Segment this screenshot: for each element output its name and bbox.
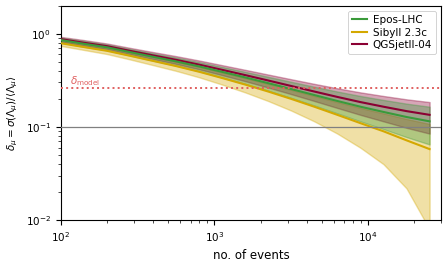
Sibyll 2.3c bbox=[288, 97, 294, 100]
Y-axis label: $\delta_\mu = \sigma(\Lambda_\mu)/\langle\Lambda_\mu\rangle$: $\delta_\mu = \sigma(\Lambda_\mu)/\langl… bbox=[5, 75, 20, 151]
Legend: Epos-LHC, Sibyll 2.3c, QGSjetII-04: Epos-LHC, Sibyll 2.3c, QGSjetII-04 bbox=[348, 11, 436, 54]
Epos-LHC bbox=[173, 60, 178, 63]
Epos-LHC bbox=[127, 50, 132, 54]
QGSjetII-04 bbox=[151, 54, 156, 57]
QGSjetII-04 bbox=[81, 41, 86, 44]
Sibyll 2.3c bbox=[427, 147, 432, 151]
Epos-LHC bbox=[242, 76, 248, 79]
Epos-LHC bbox=[266, 81, 271, 85]
Line: Sibyll 2.3c: Sibyll 2.3c bbox=[61, 43, 430, 149]
Line: Epos-LHC: Epos-LHC bbox=[61, 40, 430, 121]
QGSjetII-04 bbox=[288, 84, 294, 88]
Sibyll 2.3c bbox=[104, 49, 110, 53]
Epos-LHC bbox=[427, 120, 432, 123]
QGSjetII-04 bbox=[242, 73, 248, 77]
QGSjetII-04 bbox=[266, 79, 271, 82]
QGSjetII-04 bbox=[427, 113, 432, 117]
Sibyll 2.3c bbox=[404, 139, 409, 142]
Sibyll 2.3c bbox=[58, 42, 63, 45]
QGSjetII-04 bbox=[104, 44, 110, 48]
QGSjetII-04 bbox=[404, 110, 409, 113]
Epos-LHC bbox=[197, 65, 202, 68]
Sibyll 2.3c bbox=[81, 45, 86, 49]
Sibyll 2.3c bbox=[173, 64, 178, 68]
Epos-LHC bbox=[151, 55, 156, 58]
QGSjetII-04 bbox=[381, 105, 386, 108]
QGSjetII-04 bbox=[127, 49, 132, 53]
Epos-LHC bbox=[81, 42, 86, 45]
QGSjetII-04 bbox=[312, 90, 317, 93]
Sibyll 2.3c bbox=[381, 130, 386, 133]
QGSjetII-04 bbox=[197, 63, 202, 66]
QGSjetII-04 bbox=[358, 100, 363, 104]
QGSjetII-04 bbox=[335, 95, 340, 99]
QGSjetII-04 bbox=[173, 58, 178, 61]
QGSjetII-04 bbox=[219, 68, 225, 71]
X-axis label: no. of events: no. of events bbox=[213, 250, 289, 262]
QGSjetII-04 bbox=[58, 38, 63, 41]
Epos-LHC bbox=[58, 38, 63, 42]
Epos-LHC bbox=[335, 99, 340, 103]
Epos-LHC bbox=[358, 105, 363, 108]
Sibyll 2.3c bbox=[358, 122, 363, 125]
Epos-LHC bbox=[404, 116, 409, 119]
Sibyll 2.3c bbox=[127, 54, 132, 57]
Sibyll 2.3c bbox=[242, 83, 248, 86]
Sibyll 2.3c bbox=[151, 59, 156, 62]
Line: QGSjetII-04: QGSjetII-04 bbox=[61, 39, 430, 115]
Epos-LHC bbox=[312, 94, 317, 97]
Epos-LHC bbox=[104, 46, 110, 49]
Epos-LHC bbox=[219, 70, 225, 73]
Text: $\delta_{\rm model}$: $\delta_{\rm model}$ bbox=[70, 75, 100, 88]
Sibyll 2.3c bbox=[197, 70, 202, 73]
Epos-LHC bbox=[381, 110, 386, 114]
Sibyll 2.3c bbox=[219, 76, 225, 80]
Epos-LHC bbox=[288, 87, 294, 91]
Sibyll 2.3c bbox=[335, 113, 340, 117]
Sibyll 2.3c bbox=[312, 105, 317, 108]
Sibyll 2.3c bbox=[266, 90, 271, 93]
